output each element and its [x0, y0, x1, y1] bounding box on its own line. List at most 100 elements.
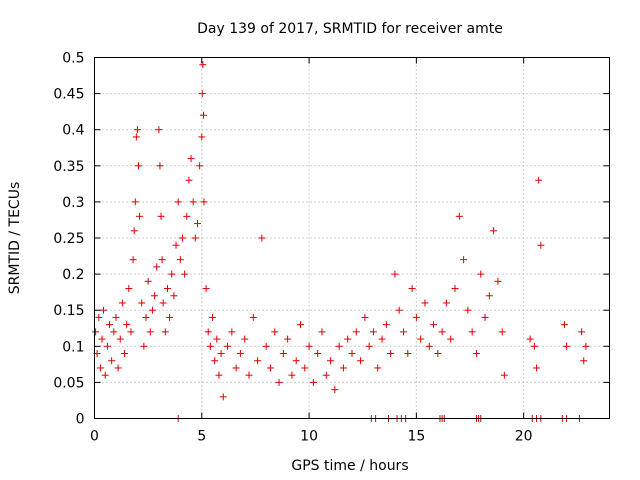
data-point — [206, 342, 214, 350]
data-point — [335, 342, 343, 350]
data-point — [134, 162, 142, 170]
data-point — [560, 321, 568, 329]
data-point — [245, 371, 253, 379]
data-point — [421, 299, 429, 307]
data-point — [408, 285, 416, 293]
data-point — [202, 285, 210, 293]
data-point — [481, 313, 489, 321]
data-point — [262, 342, 270, 350]
data-point — [163, 285, 171, 293]
chart-title: Day 139 of 2017, SRMTID for receiver amt… — [197, 21, 503, 37]
data-point — [200, 111, 208, 119]
data-point — [387, 350, 395, 358]
data-point — [442, 299, 450, 307]
data-point — [170, 292, 178, 300]
data-point — [155, 126, 163, 134]
y-tick-label: 0.35 — [53, 159, 84, 175]
data-point — [500, 371, 508, 379]
data-point — [395, 306, 403, 314]
data-point — [292, 357, 300, 365]
x-tick-label: 15 — [407, 429, 425, 445]
data-point — [249, 313, 257, 321]
data-point — [232, 364, 240, 372]
data-point — [156, 162, 164, 170]
data-point — [533, 364, 541, 372]
y-tick-label: 0.2 — [62, 267, 84, 283]
data-point — [318, 328, 326, 336]
data-point — [194, 220, 201, 228]
data-point — [136, 212, 144, 220]
data-point — [189, 198, 197, 206]
data-point — [112, 313, 120, 321]
data-point — [301, 364, 309, 372]
data-point — [146, 328, 154, 336]
data-point — [142, 313, 150, 321]
data-point — [95, 313, 103, 321]
data-point — [460, 256, 468, 264]
data-point — [97, 364, 105, 372]
data-point — [241, 335, 249, 343]
data-point — [129, 256, 137, 264]
data-point — [451, 285, 459, 293]
data-point — [369, 328, 377, 336]
data-point — [279, 350, 287, 358]
data-point — [535, 176, 543, 184]
data-point — [472, 350, 480, 358]
data-point — [365, 342, 373, 350]
x-axis-label: GPS time / hours — [291, 458, 408, 474]
data-point — [348, 350, 356, 358]
data-point — [344, 335, 352, 343]
data-point — [314, 350, 322, 358]
y-tick-label: 0.1 — [62, 339, 84, 355]
y-tick-label: 0.45 — [53, 87, 84, 103]
data-point — [132, 133, 140, 141]
data-point — [228, 328, 236, 336]
data-point — [174, 198, 182, 206]
grid — [94, 57, 610, 419]
data-point — [563, 342, 571, 350]
data-point — [357, 357, 365, 365]
data-point — [191, 234, 199, 242]
data-point — [494, 277, 502, 285]
data-point — [378, 335, 386, 343]
data-point — [530, 342, 538, 350]
data-point — [288, 371, 296, 379]
data-point — [98, 335, 106, 343]
data-point — [204, 328, 212, 336]
data-point — [118, 299, 126, 307]
data-point — [103, 342, 111, 350]
data-point — [526, 335, 534, 343]
data-point — [215, 371, 223, 379]
data-point — [101, 371, 109, 379]
data-point — [412, 313, 420, 321]
data-point — [266, 364, 274, 372]
data-point — [361, 313, 369, 321]
data-point — [123, 321, 131, 329]
data-point — [159, 299, 167, 307]
data-point — [417, 335, 425, 343]
data-point — [477, 270, 485, 278]
data-point — [498, 328, 506, 336]
data-point — [127, 328, 135, 336]
data-point — [400, 328, 407, 336]
data-point — [430, 321, 438, 329]
data-point — [157, 212, 165, 220]
data-point — [382, 321, 390, 329]
y-tick-label: 0.3 — [62, 195, 84, 211]
data-point — [114, 364, 122, 372]
y-axis-label: SRMTID / TECUs — [7, 182, 23, 295]
data-point — [108, 357, 116, 365]
data-point — [322, 371, 330, 379]
data-point — [110, 328, 118, 336]
data-point — [106, 321, 114, 329]
data-point — [168, 270, 176, 278]
data-point — [158, 256, 166, 264]
data-point — [582, 342, 590, 350]
data-point — [172, 241, 180, 249]
data-point — [100, 306, 108, 314]
data-point — [200, 198, 208, 206]
data-point — [485, 292, 493, 300]
data-point — [391, 270, 399, 278]
data-point — [438, 328, 446, 336]
